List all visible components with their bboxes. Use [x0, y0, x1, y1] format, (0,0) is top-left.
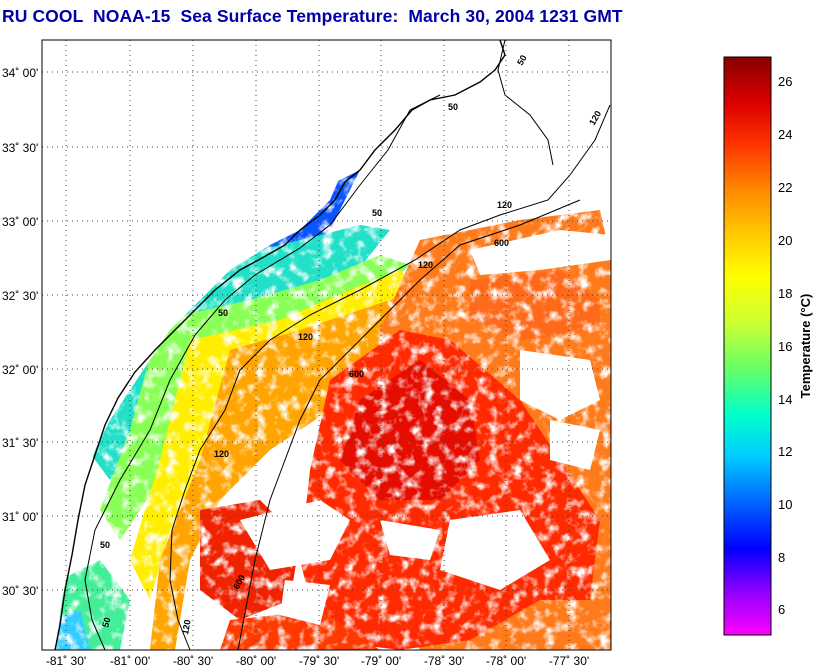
- colorbar-axis-label: Temperature (°C): [798, 294, 813, 399]
- contour-label-50: 50: [100, 540, 110, 550]
- contour-label-50: 50: [218, 308, 228, 318]
- lat-label: 32˚ 30': [2, 289, 38, 303]
- contour-labels: 50 50 50 50 50 50 120 120 120 120 120 12…: [100, 53, 603, 635]
- lon-label: -78˚ 30': [424, 654, 464, 668]
- contour-label-600: 600: [349, 369, 364, 379]
- colorbar-tick-label: 6: [778, 602, 785, 617]
- lat-label: 30˚ 30': [2, 584, 38, 598]
- colorbar-tick-label: 24: [778, 127, 792, 142]
- lon-label: -81˚ 00': [110, 654, 150, 668]
- colorbar-tick-label: 12: [778, 444, 792, 459]
- lon-label: -81˚ 30': [46, 654, 86, 668]
- contour-label-50: 50: [515, 53, 529, 67]
- colorbar-tick-label: 18: [778, 286, 792, 301]
- coastline: [54, 39, 506, 651]
- lon-label: -79˚ 00': [361, 654, 401, 668]
- colorbar-tick-label: 22: [778, 180, 792, 195]
- lat-label: 34˚ 00': [2, 66, 38, 80]
- contour-label-50: 50: [372, 208, 382, 218]
- colorbar-tick-label: 26: [778, 74, 792, 89]
- temperature-colorbar: 26 24 22 20 18 16 14 12 10 8 6 Temperatu…: [723, 56, 813, 636]
- colorbar-tick-label: 8: [778, 550, 785, 565]
- contour-label-120: 120: [214, 449, 229, 459]
- colorbar-tick-label: 20: [778, 233, 792, 248]
- graticule: [42, 40, 611, 650]
- map-frame: [41, 39, 612, 651]
- lon-label: -80˚ 00': [236, 654, 276, 668]
- colorbar-tick-label: 14: [778, 392, 792, 407]
- lat-label: 32˚ 00': [2, 363, 38, 377]
- lat-label: 33˚ 30': [2, 141, 38, 155]
- contour-label-120: 120: [418, 260, 433, 270]
- contour-label-50: 50: [448, 102, 458, 112]
- contour-label-120: 120: [497, 200, 512, 210]
- longitude-axis: -81˚ 30' -81˚ 00' -80˚ 30' -80˚ 00' -79˚…: [46, 654, 589, 668]
- contour-label-120: 120: [180, 619, 192, 636]
- latitude-axis: 34˚ 00' 33˚ 30' 33˚ 00' 32˚ 30' 32˚ 00' …: [2, 66, 38, 598]
- lon-label: -79˚ 30': [299, 654, 339, 668]
- lon-label: -77˚ 30': [549, 654, 589, 668]
- colorbar-tick-label: 10: [778, 497, 792, 512]
- lon-label: -78˚ 00': [486, 654, 526, 668]
- lon-label: -80˚ 30': [173, 654, 213, 668]
- contour-label-600: 600: [494, 238, 509, 248]
- sst-data-layer: [42, 40, 611, 650]
- colorbar-tick-label: 16: [778, 339, 792, 354]
- lat-label: 31˚ 00': [2, 510, 38, 524]
- colorbar-gradient: [723, 56, 772, 636]
- lat-label: 31˚ 30': [2, 436, 38, 450]
- contour-label-50: 50: [100, 616, 112, 628]
- lat-label: 33˚ 00': [2, 215, 38, 229]
- page-title: RU COOL NOAA-15 Sea Surface Temperature:…: [2, 6, 623, 26]
- contour-label-120: 120: [298, 332, 313, 342]
